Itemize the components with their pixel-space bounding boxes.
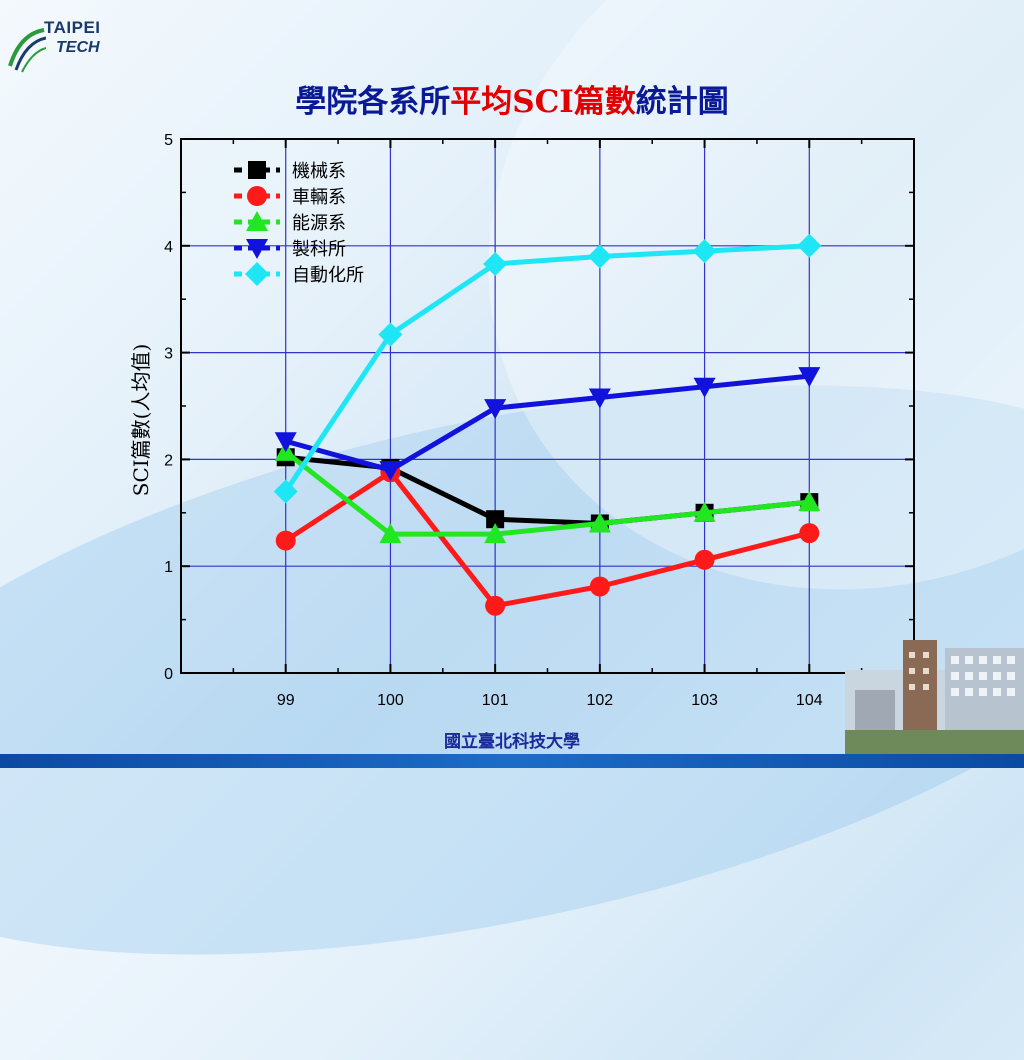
legend-marker (245, 262, 269, 286)
y-tick-label: 1 (164, 559, 173, 576)
logo-text-tech: TECH (56, 39, 100, 56)
data-point (589, 576, 610, 597)
y-tick-label: 5 (164, 132, 173, 149)
data-point (587, 244, 612, 269)
campus-building-image (845, 640, 1024, 754)
data-point (694, 549, 715, 570)
legend-label: 自動化所 (292, 265, 364, 286)
data-point (588, 388, 611, 409)
slide-title: 學院各系所平均SCI篇數統計圖 (0, 76, 1024, 121)
data-point (693, 377, 716, 398)
legend-item: 能源系 (234, 211, 346, 234)
data-point (484, 399, 507, 420)
legend-item: 自動化所 (234, 262, 364, 286)
legend-label: 車輛系 (292, 187, 346, 208)
data-point (798, 491, 821, 512)
data-point (693, 501, 716, 522)
data-point (274, 432, 297, 453)
data-point (485, 595, 506, 616)
chart-axes: 0 1 2 3 4 5 99 100 101 102 103 104 (164, 132, 915, 709)
logo-text-taipei: TAIPEI (44, 18, 101, 37)
y-tick-label: 3 (164, 346, 173, 363)
x-tick-label: 103 (691, 692, 718, 709)
legend-label: 製科所 (292, 239, 346, 260)
legend-marker (247, 186, 267, 206)
series-5 (273, 233, 822, 504)
data-point (378, 322, 403, 347)
data-point (275, 530, 296, 551)
data-point (379, 523, 402, 544)
x-tick-label: 100 (377, 692, 404, 709)
y-tick-label: 2 (164, 452, 173, 469)
legend-label: 機械系 (292, 161, 346, 182)
legend-marker (246, 211, 268, 231)
legend-marker (246, 239, 268, 259)
x-tick-label: 102 (587, 692, 614, 709)
series-line (283, 243, 810, 493)
x-tick-label: 104 (796, 692, 823, 709)
data-point (588, 512, 611, 533)
chart-grid (181, 139, 914, 673)
data-point (483, 251, 508, 276)
x-tick-label: 101 (482, 692, 509, 709)
data-point (797, 233, 822, 258)
plot-area (181, 139, 914, 673)
line-chart: 0 1 2 3 4 5 99 100 101 102 103 104 機械系車輛系能源系製科所自動化所… (129, 132, 915, 709)
legend-item: 製科所 (234, 239, 346, 260)
series-line (284, 449, 810, 537)
data-point (799, 523, 820, 544)
legend-marker (248, 161, 266, 179)
taipei-tech-logo: TAIPEI TECH (6, 12, 116, 73)
data-point (484, 523, 507, 544)
data-point (798, 367, 821, 388)
data-point (273, 479, 298, 504)
title-part-2: 平均SCI篇數 (450, 84, 636, 120)
series-4 (274, 367, 821, 482)
legend-label: 能源系 (292, 213, 346, 234)
footer-university-name: 國立臺北科技大學 (444, 732, 580, 751)
data-point (379, 461, 402, 482)
title-part-3: 統計圖 (635, 84, 729, 120)
series-line (284, 469, 810, 609)
series-3 (274, 440, 821, 544)
y-tick-label: 4 (164, 239, 173, 256)
chart-series (273, 233, 822, 616)
logo-swoosh-icon (8, 28, 46, 73)
legend-item: 機械系 (234, 161, 346, 182)
data-point (692, 239, 717, 264)
legend-item: 車輛系 (234, 186, 346, 208)
series-2 (275, 462, 820, 616)
y-axis-label: SCI篇數(人均值) (129, 344, 153, 497)
footer-bar (0, 754, 1024, 768)
y-tick-label: 0 (164, 666, 173, 683)
data-point (486, 510, 505, 529)
x-tick-label: 99 (277, 692, 295, 709)
series-line (285, 373, 810, 473)
title-part-1: 學院各系所 (295, 84, 451, 120)
